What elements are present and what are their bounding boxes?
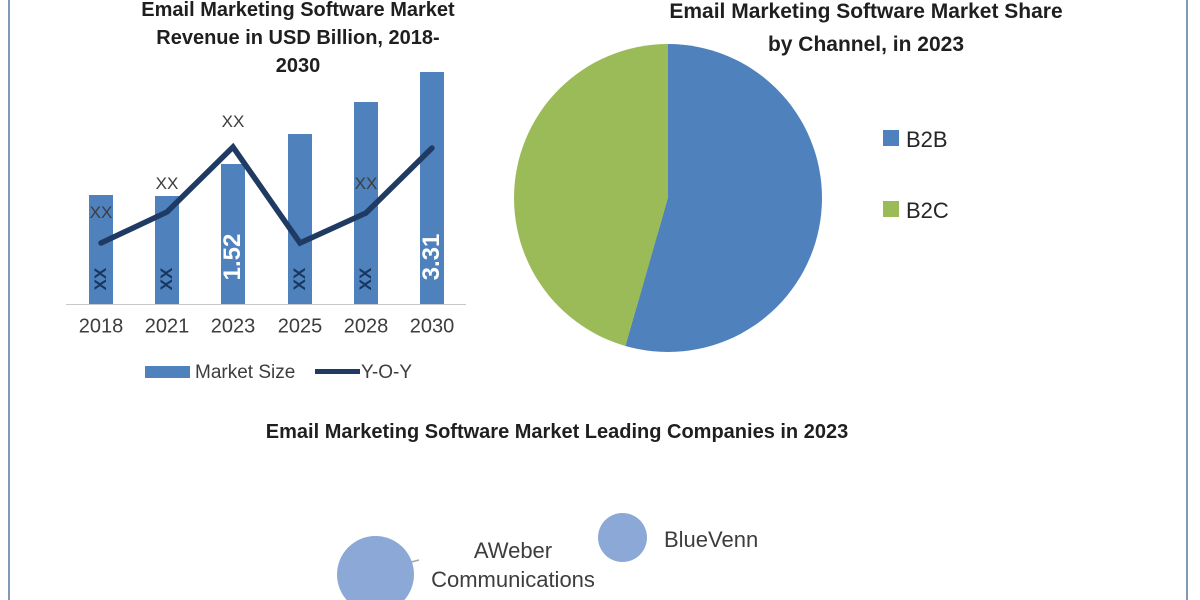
- x-axis-line: [66, 304, 466, 305]
- legend-market-size-label: Market Size: [195, 362, 296, 383]
- bluevenn-label: BlueVenn: [664, 527, 759, 552]
- bar-value-2021: XX: [157, 267, 176, 291]
- aweber-label-line1: AWeber: [473, 538, 553, 563]
- yoy-label-2023: XX: [221, 112, 245, 131]
- x-tick-2028: 2028: [343, 315, 389, 338]
- legend-b2c-swatch: [883, 201, 899, 217]
- aweber-label-line2: Communications: [431, 567, 595, 592]
- legend-market-size-swatch: [145, 366, 190, 378]
- revenue-chart-title: Email Marketing Software Market Revenue …: [88, 0, 508, 80]
- companies-section-title: Email Marketing Software Market Leading …: [265, 421, 849, 443]
- bar-value-2023: 1.52: [219, 233, 246, 281]
- bar-value-2030: 3.31: [418, 233, 445, 281]
- legend-b2c-label: B2C: [906, 198, 949, 223]
- frame-border-right: [1186, 0, 1188, 600]
- pie-chart-title: Email Marketing Software Market Share by…: [606, 0, 1126, 61]
- x-tick-2023: 2023: [210, 315, 256, 338]
- bluevenn-bubble: [598, 513, 647, 562]
- x-tick-2030: 2030: [409, 315, 455, 338]
- yoy-line: [98, 142, 435, 247]
- bar-value-2025: XX: [290, 267, 309, 291]
- bar-2030: [420, 72, 444, 305]
- pie-chart-title-line2: by Channel, in 2023: [767, 33, 965, 56]
- yoy-label-2021: XX: [155, 174, 179, 193]
- x-tick-2018: 2018: [78, 315, 124, 338]
- legend-b2b-label: B2B: [906, 127, 948, 152]
- bar-value-2018: XX: [91, 267, 110, 291]
- revenue-chart-title-line3: 2030: [275, 55, 321, 77]
- channel-pie: [514, 44, 822, 352]
- legend-yoy-swatch: [315, 369, 360, 374]
- x-tick-2021: 2021: [144, 315, 190, 338]
- legend-b2b-swatch: [883, 130, 899, 146]
- aweber-bubble: [337, 536, 414, 600]
- x-tick-2025: 2025: [277, 315, 323, 338]
- legend-yoy-label: Y-O-Y: [361, 362, 413, 383]
- revenue-chart-title-line1: Email Marketing Software Market: [141, 0, 455, 21]
- frame-border-left: [8, 0, 10, 600]
- revenue-chart-title-line2: Revenue in USD Billion, 2018-: [156, 27, 440, 49]
- yoy-label-2018: XX: [89, 203, 113, 222]
- aweber-label: AWeber Communications: [428, 536, 598, 594]
- bar-2023: [221, 164, 245, 305]
- pie-chart-title-line1: Email Marketing Software Market Share: [669, 0, 1063, 23]
- bar-2025: [288, 134, 312, 305]
- bar-value-2028: XX: [356, 267, 375, 291]
- yoy-label-2028: XX: [354, 174, 378, 193]
- bar-2018: [89, 195, 113, 305]
